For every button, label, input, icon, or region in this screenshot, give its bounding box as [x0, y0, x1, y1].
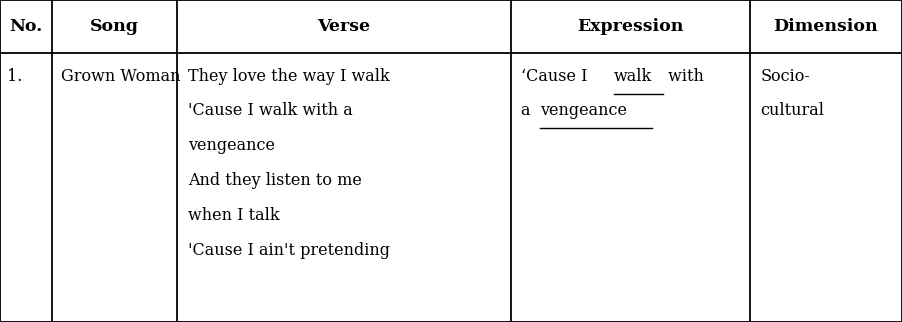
- Text: a: a: [521, 102, 536, 119]
- Text: walk: walk: [613, 68, 652, 85]
- Text: Expression: Expression: [577, 18, 683, 35]
- Text: Socio-: Socio-: [760, 68, 810, 85]
- Text: And they listen to me: And they listen to me: [188, 172, 362, 189]
- Text: Dimension: Dimension: [774, 18, 878, 35]
- Text: 'Cause I walk with a: 'Cause I walk with a: [188, 102, 353, 119]
- Text: Song: Song: [90, 18, 139, 35]
- Text: Verse: Verse: [318, 18, 370, 35]
- Text: when I talk: when I talk: [188, 207, 280, 224]
- Text: Grown Woman: Grown Woman: [61, 68, 180, 85]
- Text: No.: No.: [10, 18, 42, 35]
- Text: with: with: [663, 68, 704, 85]
- Text: cultural: cultural: [760, 102, 824, 119]
- Text: vengeance: vengeance: [540, 102, 627, 119]
- Text: They love the way I walk: They love the way I walk: [188, 68, 390, 85]
- Text: vengeance: vengeance: [188, 137, 274, 154]
- Text: ‘Cause I: ‘Cause I: [521, 68, 593, 85]
- Text: 'Cause I ain't pretending: 'Cause I ain't pretending: [188, 242, 390, 259]
- Text: 1.: 1.: [7, 68, 23, 85]
